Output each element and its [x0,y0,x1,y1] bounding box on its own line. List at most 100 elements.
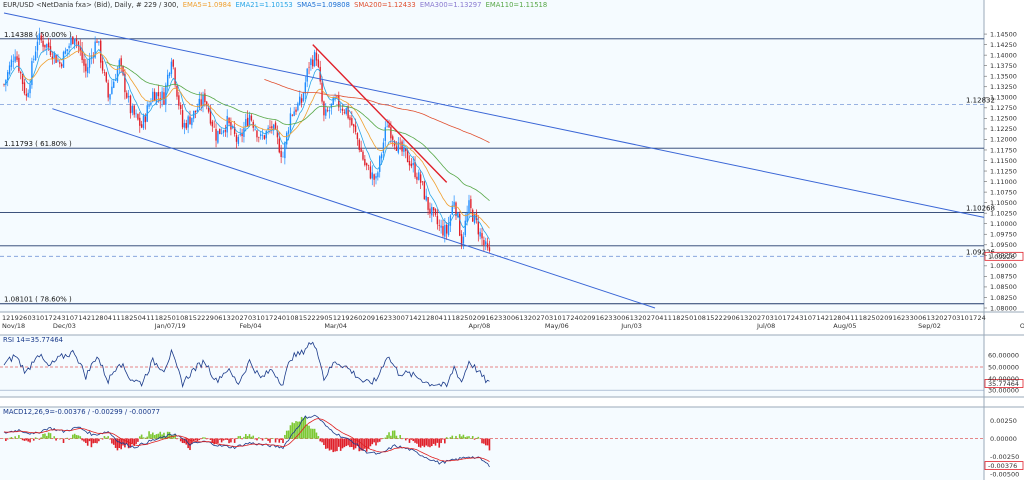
macd-histogram-bar [429,439,431,448]
candle-body [219,129,220,134]
candle-body [70,38,71,45]
candle-body [256,131,257,138]
macd-histogram-bar [385,438,387,439]
date-tick-label: 29 [206,314,214,322]
macd-histogram-bar [370,439,372,447]
candle-body [39,33,40,40]
candle-body [117,69,118,82]
candle-body [414,162,415,177]
macd-histogram-bar [414,439,416,443]
macd-histogram-bar [398,438,400,439]
macd-histogram-bar [89,439,91,441]
date-tick-label: 21 [418,314,426,322]
macd-histogram-bar [33,439,35,441]
date-tick-label: 23 [494,314,502,322]
date-tick-label: 10 [774,314,782,322]
macd-histogram-bar [221,439,223,443]
date-tick-label: 27 [647,314,655,322]
macd-histogram-bar [195,439,197,441]
candle-body [249,115,250,126]
price-pane[interactable] [0,0,984,312]
month-tick-label: Apr/08 [469,322,491,330]
rsi-pane[interactable] [0,335,984,397]
candle-body [295,110,296,112]
candle-body [485,241,486,244]
candle-body [465,221,466,235]
candle-body [403,147,404,152]
candle-body [223,130,224,133]
candle-body [392,136,393,139]
date-tick-label: 28 [426,314,434,322]
candle-body [247,118,248,126]
macd-histogram-bar [18,435,20,439]
price-tick-label: 1.13500 [990,73,1017,81]
macd-histogram-bar [405,439,407,441]
macd-histogram-bar [29,439,31,443]
macd-histogram-bar [358,439,360,452]
macd-histogram-bar [278,439,280,443]
candle-body [370,166,371,178]
candle-body [329,110,330,111]
macd-histogram-bar [282,439,284,443]
date-tick-label: 11 [664,314,672,322]
candle-body [98,41,99,42]
candle-body [130,96,131,114]
candle-body [444,225,445,237]
macd-histogram-bar [433,439,435,444]
macd-histogram-bar [377,439,379,443]
price-tick-label: 1.13000 [990,94,1017,102]
macd-histogram-bar [463,435,465,439]
candle-body [35,52,36,60]
candle-body [368,165,369,166]
date-tick-label: 09 [587,314,595,322]
price-tick-label: 1.14250 [990,41,1017,49]
macd-histogram-bar [440,439,442,443]
candle-body [405,149,406,151]
macd-histogram-bar [383,438,385,439]
candle-body [29,84,30,93]
date-tick-label: 06 [732,314,740,322]
candle-body [254,129,255,130]
macd-histogram-bar [399,435,401,439]
price-tick-label: 1.10500 [990,199,1017,207]
date-tick-label: 17 [969,314,977,322]
date-tick-label: 22 [307,314,315,322]
candle-body [292,115,293,116]
date-tick-label: 22 [715,314,723,322]
macd-histogram-bar [262,439,264,441]
macd-histogram-bar [234,439,236,443]
date-tick-label: 13 [927,314,935,322]
macd-histogram-bar [342,439,344,449]
candle-body [439,225,440,226]
month-tick-label: Dec/03 [53,322,76,330]
macd-histogram-bar [96,439,98,444]
candle-body [115,80,116,81]
candle-body [76,39,77,41]
month-tick-label: Oct/07 [1020,322,1024,330]
candle-body [16,56,17,60]
candle-body [187,116,188,127]
candle-body [267,128,268,130]
macd-histogram-bar [442,439,444,440]
macd-histogram-bar [143,437,145,438]
candle-body [150,102,151,104]
candle-body [148,105,149,107]
macd-histogram-bar [286,431,288,439]
candle-body [355,126,356,132]
candle-body [474,214,475,223]
candle-body [238,137,239,144]
date-tick-label: 09 [367,314,375,322]
macd-histogram-bar [451,436,453,439]
date-tick-label: 13 [223,314,231,322]
candle-body [154,92,155,101]
date-tick-label: 04 [435,314,443,322]
macd-histogram-bar [394,430,396,438]
macd-histogram-bar [485,439,487,446]
candle-body [189,117,190,125]
candle-body [212,122,213,127]
macd-histogram-bar [340,439,342,451]
candle-body [422,182,423,183]
candle-body [321,83,322,102]
candle-body [386,127,387,128]
